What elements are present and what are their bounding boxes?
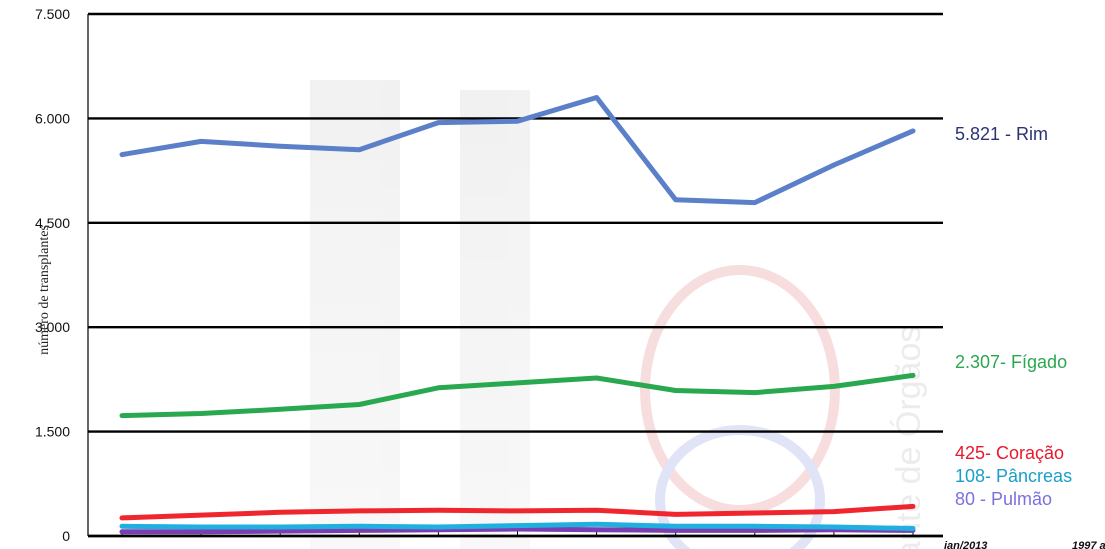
series-line <box>119 526 916 535</box>
series-lines <box>119 95 916 535</box>
series-end-labels: 5.821 - Rim 2.307- Fígado 425- Coração 108-… <box>955 124 1072 509</box>
series-label: 80 - Pulmão <box>955 489 1052 509</box>
x-cut-label-2: 1997 a <box>1072 540 1105 549</box>
y-tick-label: 3.000 <box>35 319 70 335</box>
series-line <box>119 372 916 419</box>
x-cut-label-1: jan/2013 <box>942 540 987 549</box>
series-label: 2.307- Fígado <box>955 352 1067 372</box>
y-tick-label: 6.000 <box>35 110 70 126</box>
y-tick-label: 4.500 <box>35 215 70 231</box>
series-label: 425- Coração <box>955 443 1064 463</box>
series-label: 5.821 - Rim <box>955 124 1048 144</box>
y-axis-label: número de transplantes <box>37 225 52 355</box>
y-tick-label: 1.500 <box>35 424 70 440</box>
series-line <box>119 95 916 206</box>
series-line <box>119 521 916 531</box>
y-tick-label: 7.500 <box>35 6 70 22</box>
watermark: ante de Órgãos <box>310 80 928 549</box>
series-line <box>119 503 916 521</box>
svg-text:ante de Órgãos: ante de Órgãos <box>890 326 928 549</box>
series-label: 108- Pâncreas <box>955 466 1072 486</box>
y-tick-label: 0 <box>62 528 70 544</box>
